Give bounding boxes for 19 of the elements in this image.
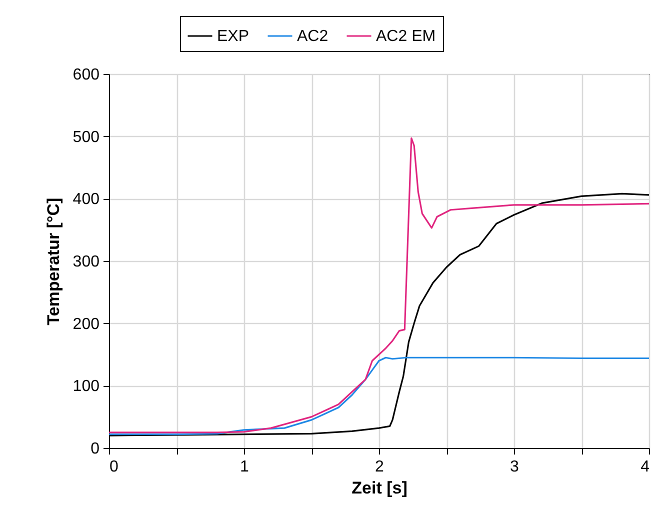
x-tick-label: 2 [375, 458, 384, 476]
y-tick-label: 0 [90, 440, 100, 458]
y-tick-label: 400 [72, 191, 100, 208]
x-tick-label: 0 [110, 458, 118, 476]
y-tick-label: 200 [72, 316, 100, 333]
line-series [108, 356, 650, 436]
x-axis-title: Zeit [s] [352, 478, 408, 498]
y-tick-label: 500 [72, 128, 100, 146]
x-tick-label: 1 [240, 458, 250, 476]
y-tick-label: 300 [72, 254, 100, 270]
line-series [108, 137, 650, 434]
legend-label: AC2 [297, 28, 328, 45]
y-tick-label: 600 [72, 66, 100, 84]
legend-label: AC2 EM [376, 28, 436, 45]
y-axis-title: Temperatur [°C] [44, 198, 63, 326]
x-tick-label: 4 [640, 458, 650, 476]
y-tick-label: 100 [72, 378, 100, 396]
x-tick-label: 3 [510, 458, 520, 476]
legend-label: EXP [217, 28, 250, 45]
